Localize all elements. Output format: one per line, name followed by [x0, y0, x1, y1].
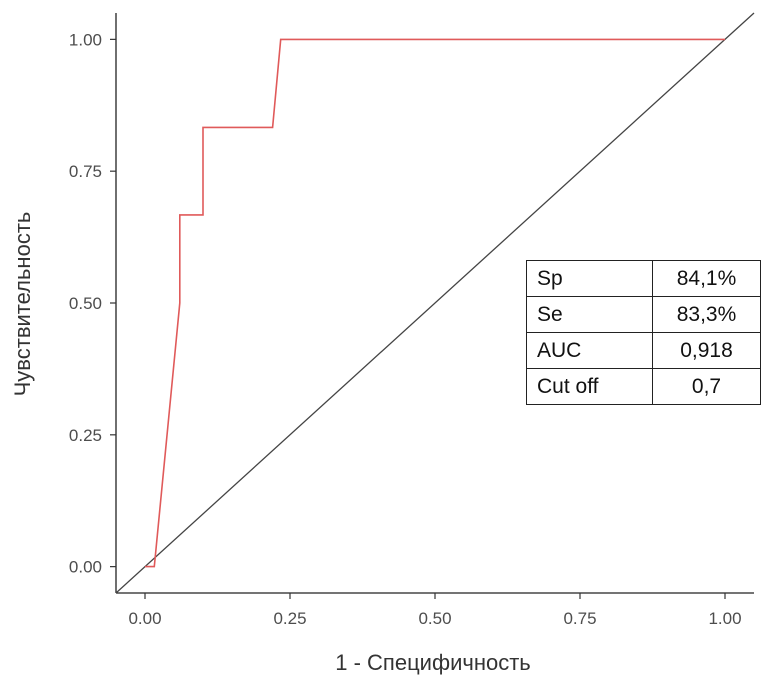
stats-row-cutoff: Cut off 0,7 — [526, 368, 761, 405]
stats-row-sp: Sp 84,1% — [526, 260, 761, 297]
stats-table: Sp 84,1% Se 83,3% AUC 0,918 Cut off 0,7 — [526, 260, 761, 405]
y-tick-label: 0.25 — [69, 426, 102, 445]
x-tick-label: 0.00 — [128, 609, 161, 628]
stats-param-sp: Sp — [526, 260, 653, 297]
x-tick-label: 0.75 — [563, 609, 596, 628]
stats-row-auc: AUC 0,918 — [526, 332, 761, 369]
stats-param-auc: AUC — [526, 332, 653, 369]
x-tick-label: 0.50 — [418, 609, 451, 628]
stats-value-sp: 84,1% — [652, 260, 761, 297]
x-axis-title: 1 - Специфичность — [335, 650, 531, 675]
y-axis-title: Чувствительность — [10, 212, 35, 397]
y-tick-label: 0.50 — [69, 294, 102, 313]
stats-value-se: 83,3% — [652, 296, 761, 333]
y-tick-label: 0.00 — [69, 558, 102, 577]
x-tick-label: 1.00 — [708, 609, 741, 628]
chart-axes: 0.00 0.25 0.50 0.75 1.00 0.00 0.25 0.50 0.75 1.00 — [69, 13, 754, 628]
diagonal-reference-line — [115, 12, 755, 594]
stats-value-cutoff: 0,7 — [652, 368, 761, 405]
y-tick-label: 0.75 — [69, 162, 102, 181]
stats-row-se: Se 83,3% — [526, 296, 761, 333]
stats-param-se: Se — [526, 296, 653, 333]
stats-value-auc: 0,918 — [652, 332, 761, 369]
chart-series-layer — [115, 12, 755, 594]
roc-curve-line — [145, 38, 725, 568]
x-tick-label: 0.25 — [273, 609, 306, 628]
stats-param-cutoff: Cut off — [526, 368, 653, 405]
y-tick-label: 1.00 — [69, 30, 102, 49]
